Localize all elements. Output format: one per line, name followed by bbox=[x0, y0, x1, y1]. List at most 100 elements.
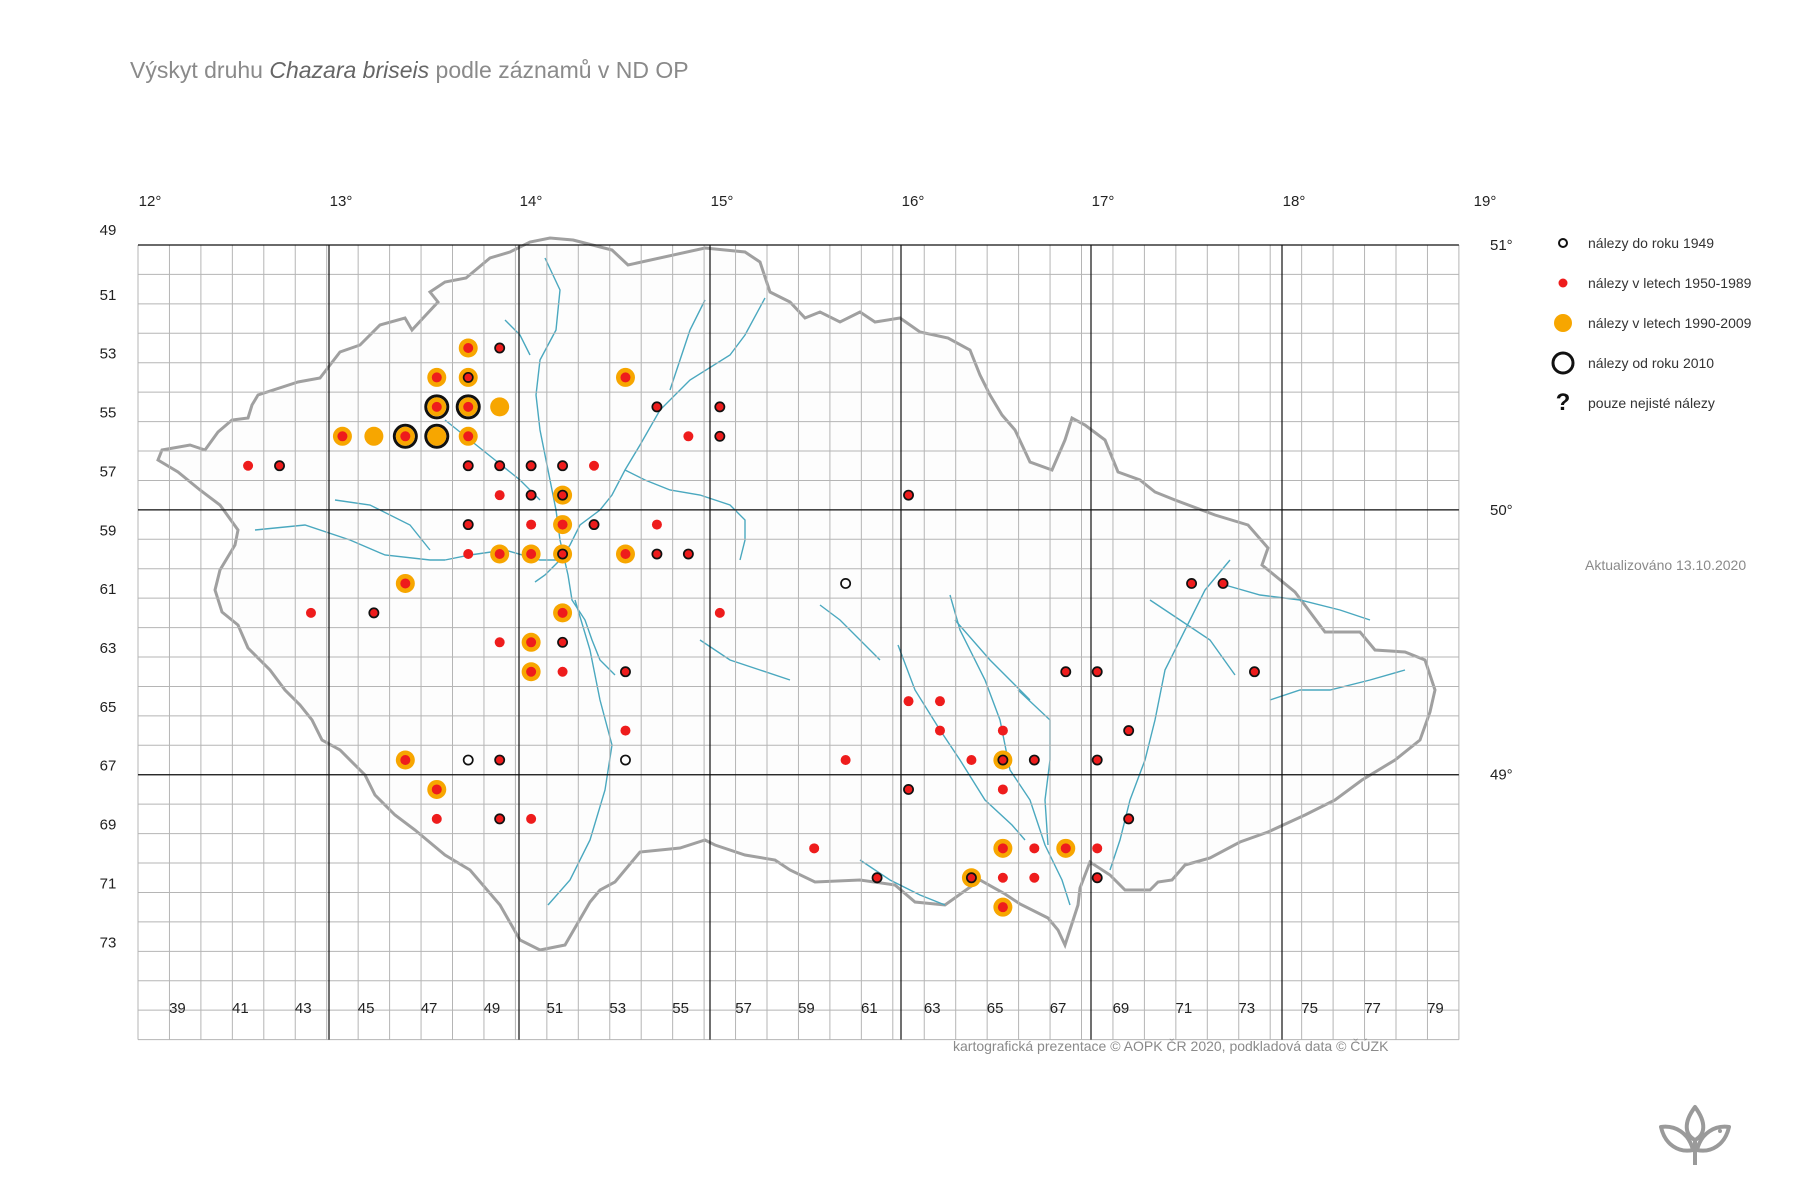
record-marker bbox=[903, 784, 914, 795]
record-marker bbox=[615, 367, 635, 387]
record-pre-1949-ring bbox=[525, 489, 537, 501]
record-1950-1989-dot bbox=[243, 460, 254, 471]
record-marker bbox=[993, 897, 1013, 917]
record-1950-1989-dot bbox=[997, 725, 1008, 736]
title-suffix: podle záznamů v ND OP bbox=[429, 57, 689, 83]
record-1950-1989-dot bbox=[526, 637, 537, 648]
record-pre-1949-ring bbox=[651, 401, 663, 413]
grid-row-label: 73 bbox=[100, 934, 117, 951]
record-1950-1989-dot bbox=[589, 460, 600, 471]
record-1950-1989-dot bbox=[589, 519, 600, 530]
record-2010-ring bbox=[424, 423, 450, 449]
grid-row-label: 71 bbox=[100, 875, 117, 892]
record-marker bbox=[521, 544, 541, 564]
record-1950-1989-dot bbox=[872, 872, 883, 883]
record-marker bbox=[553, 544, 573, 564]
record-1950-1989-dot bbox=[620, 725, 631, 736]
record-marker bbox=[494, 813, 506, 825]
record-1950-1989-dot bbox=[463, 460, 474, 471]
record-marker bbox=[494, 754, 506, 766]
record-marker bbox=[997, 725, 1008, 736]
legend-label: nálezy v letech 1950-1989 bbox=[1588, 275, 1752, 291]
record-pre-1949-ring bbox=[368, 607, 380, 619]
record-pre-1949-ring bbox=[840, 577, 852, 589]
legend-item-1950-1989: nálezy v letech 1950-1989 bbox=[1548, 270, 1800, 310]
record-1950-1989-dot bbox=[903, 490, 914, 501]
record-1950-1989-dot bbox=[1092, 843, 1103, 854]
record-marker bbox=[557, 666, 568, 677]
latitude-label: 51° bbox=[1490, 237, 1513, 254]
record-1990-2009-dot bbox=[490, 397, 510, 417]
record-1950-1989-dot bbox=[966, 755, 977, 766]
record-marker bbox=[424, 423, 450, 449]
grid-col-label: 59 bbox=[798, 1000, 815, 1017]
record-pre-1949-ring bbox=[494, 342, 506, 354]
record-pre-1949-ring bbox=[557, 636, 569, 648]
record-pre-1949-ring bbox=[525, 460, 537, 472]
record-1950-1989-dot bbox=[966, 872, 977, 883]
record-1950-1989-dot bbox=[1060, 843, 1071, 854]
grid-col-label: 43 bbox=[295, 1000, 312, 1017]
record-marker bbox=[997, 784, 1008, 795]
grid-row-label: 55 bbox=[100, 405, 117, 422]
record-1950-1989-dot bbox=[400, 431, 411, 442]
grid-col-label: 49 bbox=[484, 1000, 501, 1017]
record-1950-1989-dot bbox=[431, 813, 442, 824]
record-1950-1989-dot bbox=[494, 637, 505, 648]
longitude-label: 19° bbox=[1474, 193, 1497, 210]
record-marker bbox=[871, 872, 883, 884]
record-pre-1949-ring bbox=[1028, 754, 1040, 766]
record-1950-1989-dot bbox=[557, 607, 568, 618]
record-1950-1989-dot bbox=[1060, 666, 1071, 677]
longitude-label: 17° bbox=[1092, 193, 1115, 210]
grid-row-label: 59 bbox=[100, 522, 117, 539]
record-1950-1989-dot bbox=[463, 549, 474, 560]
record-marker bbox=[521, 662, 541, 682]
record-marker bbox=[490, 544, 510, 564]
record-marker bbox=[494, 460, 506, 472]
record-pre-1949-ring bbox=[1091, 872, 1103, 884]
grid-col-label: 51 bbox=[547, 1000, 564, 1017]
grid-col-label: 57 bbox=[735, 1000, 752, 1017]
record-1950-1989-dot bbox=[494, 549, 505, 560]
record-marker bbox=[1186, 577, 1198, 589]
record-pre-1949-ring bbox=[997, 754, 1009, 766]
record-marker bbox=[553, 485, 573, 505]
record-1990-2009-dot bbox=[364, 426, 384, 446]
record-pre-1949-ring bbox=[494, 813, 506, 825]
latitude-label: 50° bbox=[1490, 502, 1513, 519]
record-1950-1989-dot bbox=[934, 725, 945, 736]
record-marker bbox=[424, 394, 450, 420]
grid-row-label: 49 bbox=[100, 222, 117, 239]
record-marker bbox=[364, 426, 384, 446]
record-1950-1989-dot bbox=[651, 549, 662, 560]
record-1950-1989-dot bbox=[557, 490, 568, 501]
record-2010-ring bbox=[455, 394, 481, 420]
record-pre-1949-ring bbox=[494, 754, 506, 766]
records-layer bbox=[243, 338, 1260, 917]
record-marker bbox=[903, 696, 914, 707]
record-1950-1989-dot bbox=[714, 607, 725, 618]
orange-dot-icon bbox=[1548, 310, 1578, 336]
grid-col-label: 73 bbox=[1238, 1000, 1255, 1017]
axis-labels: 12° 13° 14° 15° 16° 17° 18° 19° 51° 50° 49° 49 51 53 5… bbox=[100, 193, 1513, 1017]
record-marker bbox=[526, 519, 537, 530]
record-pre-1949-ring bbox=[651, 548, 663, 560]
record-marker bbox=[993, 750, 1013, 770]
record-1950-1989-dot bbox=[557, 549, 568, 560]
record-1950-1989-dot bbox=[714, 431, 725, 442]
grid-lines bbox=[137, 244, 1460, 1041]
record-1950-1989-dot bbox=[463, 431, 474, 442]
record-1950-1989-dot bbox=[494, 755, 505, 766]
record-1950-1989-dot bbox=[683, 431, 694, 442]
record-1950-1989-dot bbox=[1092, 872, 1103, 883]
grid-col-label: 63 bbox=[924, 1000, 941, 1017]
record-marker bbox=[521, 632, 541, 652]
record-marker bbox=[526, 813, 537, 824]
record-marker bbox=[1091, 754, 1103, 766]
longitude-label: 12° bbox=[139, 193, 162, 210]
record-1950-1989-dot bbox=[526, 519, 537, 530]
record-marker bbox=[714, 401, 726, 413]
record-marker bbox=[274, 460, 285, 472]
record-1950-1989-dot bbox=[620, 372, 631, 383]
